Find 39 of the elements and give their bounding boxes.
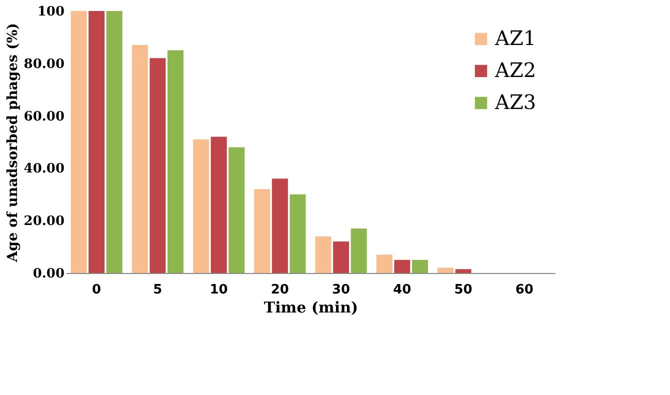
bar: [350, 228, 367, 273]
bar: [376, 254, 392, 273]
x-tick-label: 40: [393, 282, 412, 298]
bar: [193, 139, 210, 273]
x-tick-label: 30: [332, 282, 350, 298]
y-axis-title: Age of unadsorbed phages (%): [4, 23, 21, 263]
bar: [254, 189, 270, 273]
y-tick-label: 80.00: [24, 56, 64, 72]
x-tick-label: 10: [210, 282, 228, 298]
bar: [106, 11, 122, 273]
bar: [88, 11, 105, 273]
bar: [394, 260, 410, 273]
bar: [455, 269, 472, 273]
bar: [333, 242, 350, 273]
bar: [438, 268, 454, 273]
x-tick-label: 60: [515, 282, 534, 298]
y-tick-label: 40.00: [24, 162, 64, 177]
x-axis-title: Time (min): [264, 298, 358, 316]
bar: [70, 11, 87, 273]
legend-label: AZ3: [494, 90, 536, 114]
bar: [132, 45, 148, 273]
bar: [290, 194, 306, 273]
x-tick-label: 5: [153, 282, 162, 298]
legend-label: AZ2: [494, 58, 536, 82]
x-tick-label: 50: [454, 282, 472, 298]
y-tick-label: 60.00: [24, 109, 64, 124]
bar: [167, 50, 184, 273]
y-tick-label: 100: [37, 4, 64, 20]
bar: [315, 236, 332, 273]
bar: [272, 178, 288, 273]
x-tick-label: 0: [92, 282, 102, 298]
y-tick-label: 20.00: [24, 214, 64, 230]
legend-label: AZ1: [494, 26, 536, 50]
y-tick-label: 0.00: [32, 266, 64, 282]
bar: [228, 147, 245, 273]
bar: [150, 58, 166, 273]
x-tick-label: 20: [270, 282, 289, 298]
bar: [412, 260, 428, 273]
bar: [210, 136, 227, 273]
